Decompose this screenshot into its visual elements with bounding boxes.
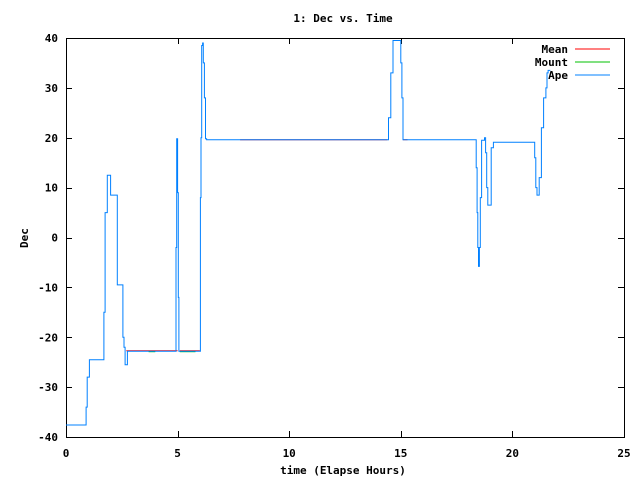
y-tick-label: 10: [45, 182, 58, 195]
y-tick-label: 30: [45, 82, 58, 95]
y-axis-label: Dec: [18, 228, 31, 248]
legend-label-mean: Mean: [542, 43, 569, 56]
chart-title: 1: Dec vs. Time: [293, 12, 393, 25]
y-tick-label: 0: [51, 232, 58, 245]
x-tick-label: 10: [283, 447, 296, 460]
legend-label-mount: Mount: [535, 56, 568, 69]
y-tick-label: -30: [38, 381, 58, 394]
y-tick-label: 40: [45, 32, 58, 45]
x-tick-label: 25: [617, 447, 630, 460]
x-tick-label: 15: [394, 447, 407, 460]
y-tick-label: -40: [38, 431, 58, 444]
x-axis-label: time (Elapse Hours): [280, 464, 406, 477]
x-tick-label: 0: [63, 447, 70, 460]
legend-label-ape: Ape: [548, 69, 568, 82]
axis-ticks: [66, 38, 625, 438]
series-ape-line: [66, 40, 551, 426]
x-tick-label: 20: [506, 447, 519, 460]
y-tick-label: 20: [45, 132, 58, 145]
series-group: [66, 40, 551, 426]
tick-labels: 0 5 10 15 20 25 -40 -30 -20 -10 0 10 20 30 40: [38, 32, 631, 460]
x-tick-label: 5: [174, 447, 181, 460]
y-tick-label: -20: [38, 331, 58, 344]
y-tick-label: -10: [38, 281, 58, 294]
